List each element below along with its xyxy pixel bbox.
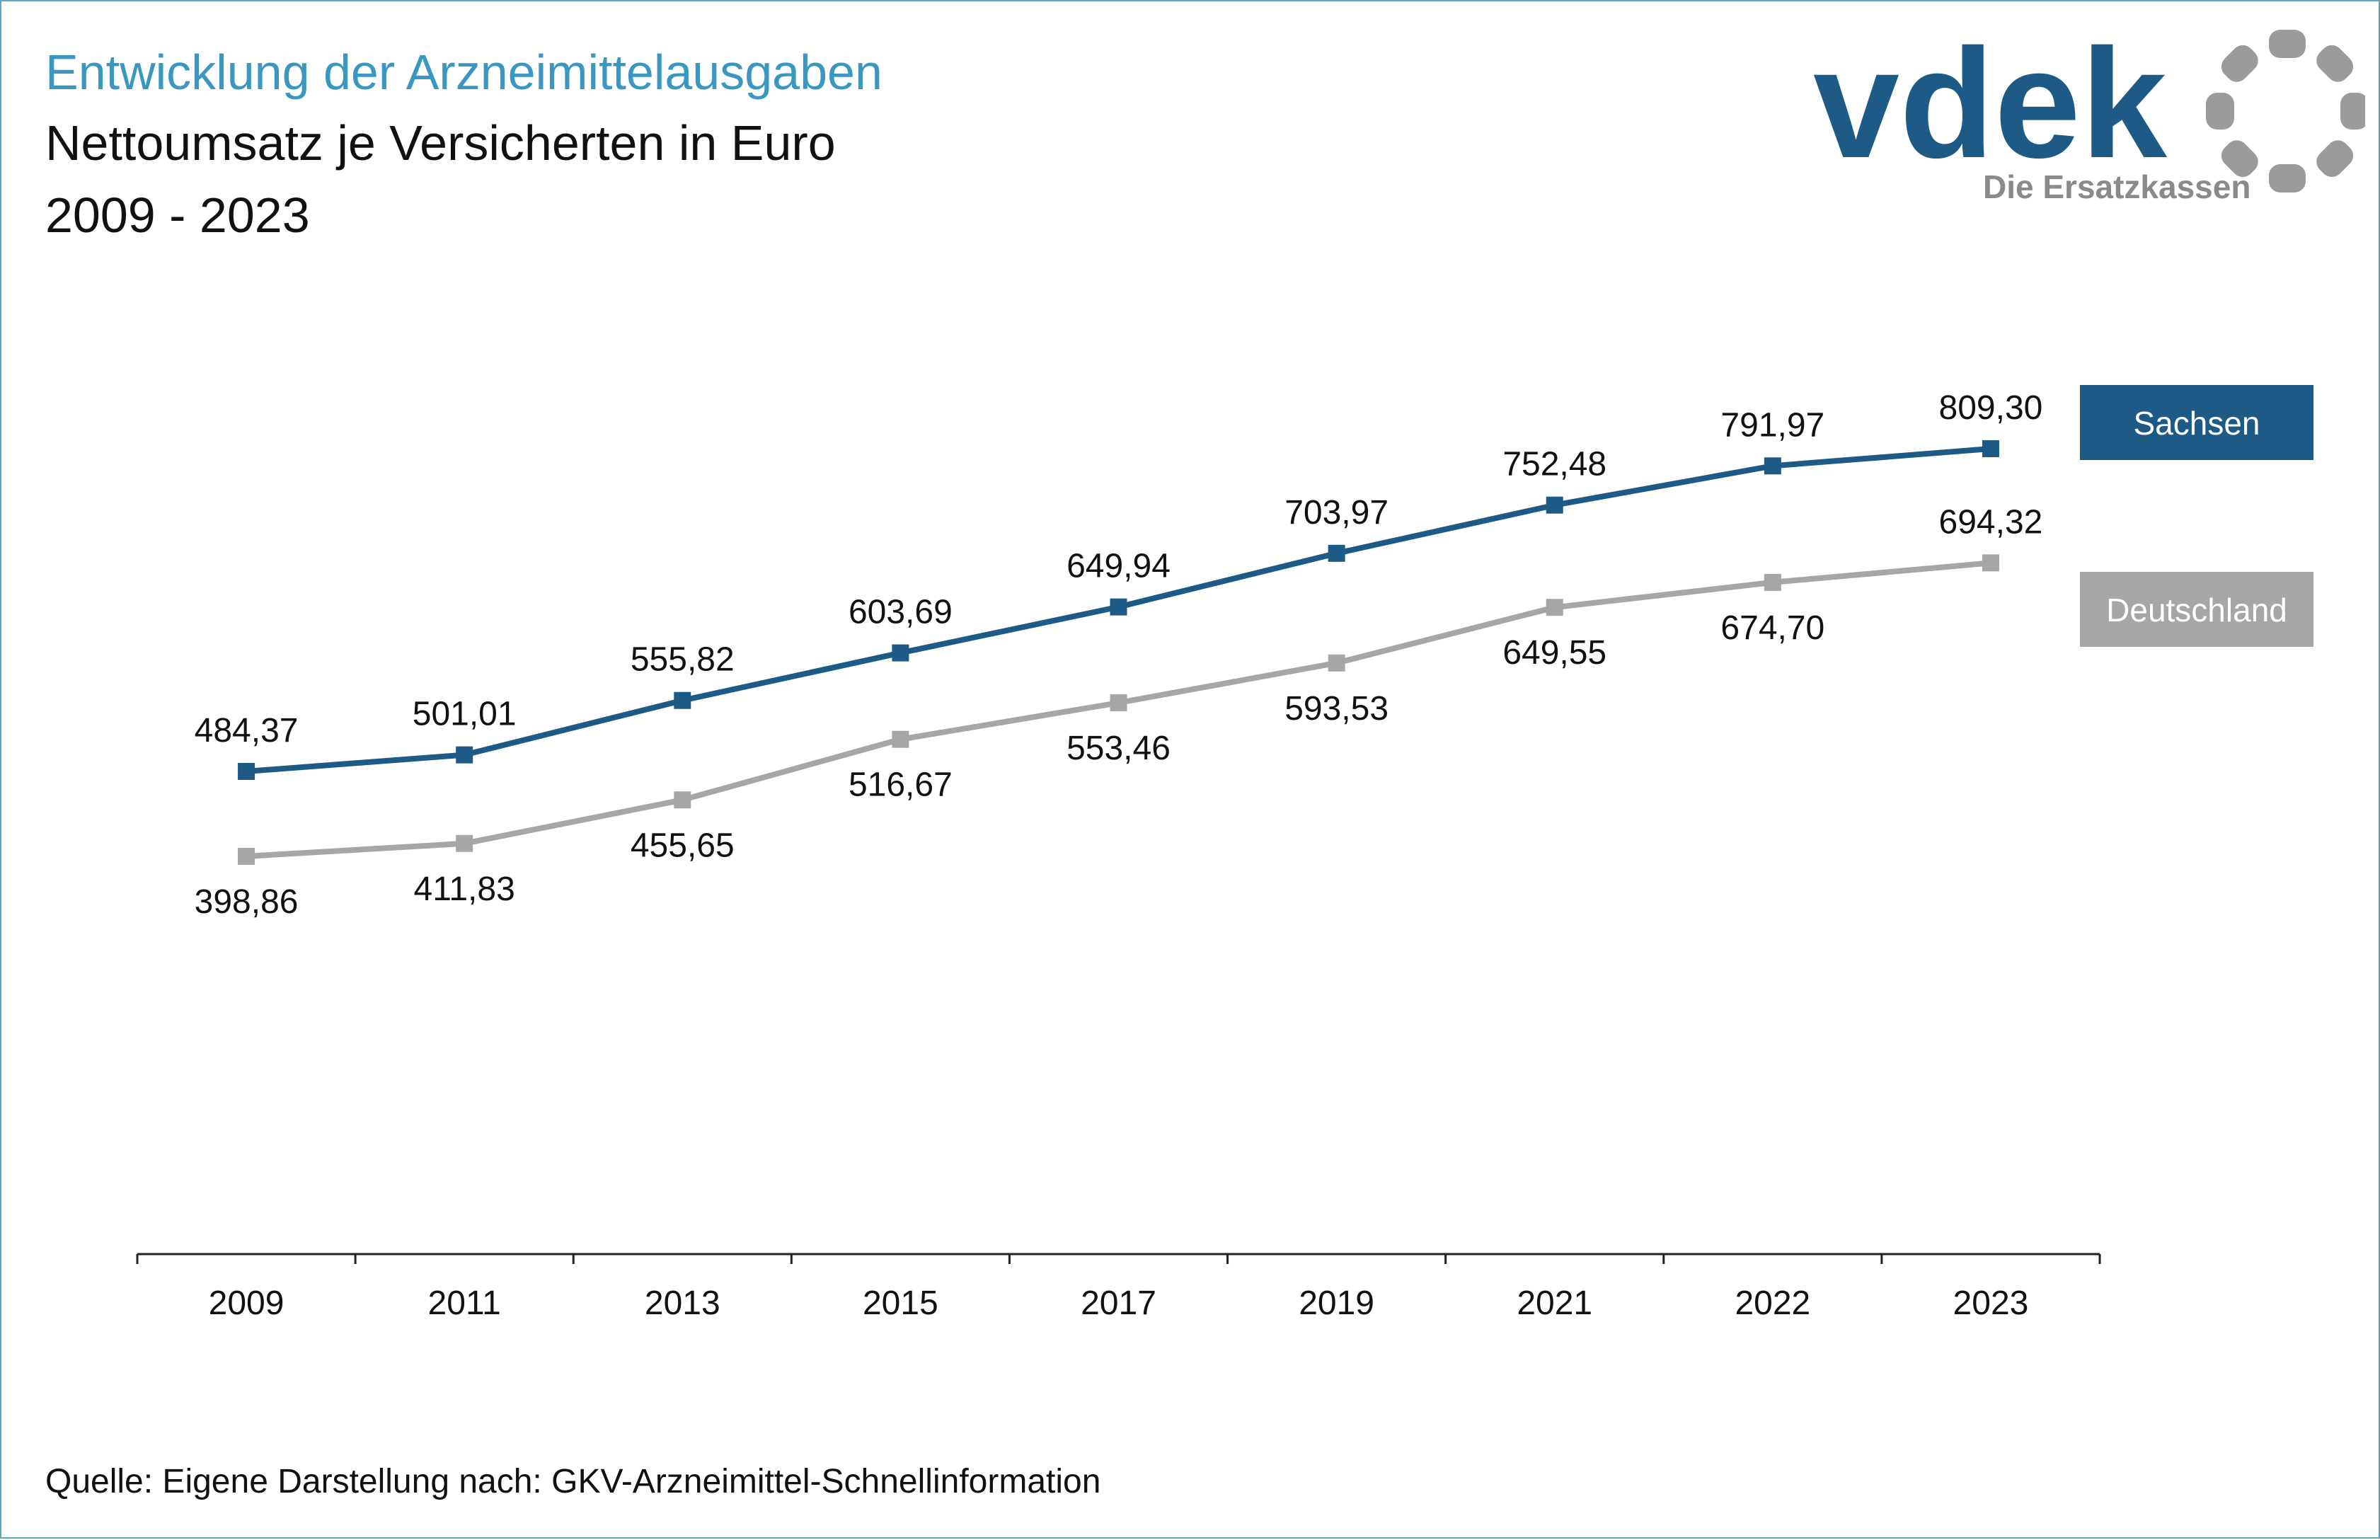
data-label: 649,55 — [1502, 634, 1606, 672]
data-point — [892, 644, 909, 662]
logo-tagline: Die Ersatzkassen — [1983, 168, 2250, 205]
logo-ring-segment — [2316, 45, 2354, 82]
logo-ring-segment — [2269, 30, 2306, 58]
x-tick-label: 2015 — [863, 1285, 938, 1322]
data-point — [674, 791, 691, 809]
data-point — [1546, 599, 1563, 616]
chart-period: 2009 - 2023 — [45, 188, 310, 243]
data-point — [1764, 457, 1781, 475]
data-point — [1328, 544, 1345, 562]
data-labels: 484,37 501,01 555,82 603,69 649,94 703,97 752,… — [195, 389, 2043, 921]
data-label: 501,01 — [413, 696, 517, 733]
data-label: 593,53 — [1284, 690, 1389, 728]
data-label: 516,67 — [849, 766, 953, 804]
data-label: 484,37 — [195, 712, 299, 749]
logo-wordmark: vdek — [1813, 23, 2168, 190]
source-note: Quelle: Eigene Darstellung nach: GKV-Arz… — [45, 1463, 1101, 1500]
data-point — [1764, 573, 1781, 591]
data-point — [1982, 554, 1999, 572]
data-label: 603,69 — [849, 594, 953, 631]
logo-ring-segment — [2221, 140, 2258, 178]
logo-ring-icon — [2206, 30, 2365, 192]
data-label: 674,70 — [1720, 609, 1824, 647]
legend-swatch — [2080, 572, 2313, 647]
data-point — [1982, 440, 1999, 457]
legend-item-deutschland: Deutschland — [2080, 572, 2313, 647]
legend-label: Deutschland — [2106, 592, 2287, 628]
data-label: 791,97 — [1720, 406, 1824, 444]
logo-ring-segment — [2316, 140, 2354, 178]
data-label: 555,82 — [631, 641, 735, 679]
logo-ring-segment — [2269, 164, 2306, 192]
data-label: 649,94 — [1067, 548, 1171, 585]
x-tick-label: 2021 — [1517, 1285, 1592, 1322]
data-label: 398,86 — [195, 883, 299, 921]
x-axis: 2009 2011 2013 2015 2017 2019 2021 2022 2023 — [136, 1253, 2101, 1322]
data-label: 553,46 — [1067, 730, 1171, 767]
data-label: 694,32 — [1939, 503, 2043, 541]
data-label: 411,83 — [414, 870, 515, 908]
chart-title: Entwicklung der Arzneimittelausgaben — [45, 45, 883, 100]
series-lines — [238, 440, 1999, 865]
chart-subtitle: Nettoumsatz je Versicherten in Euro — [45, 115, 836, 171]
data-point — [1328, 654, 1345, 672]
data-label: 455,65 — [631, 827, 735, 864]
x-tick-label: 2011 — [428, 1285, 501, 1322]
logo-ring-segment — [2340, 93, 2365, 130]
legend-label: Sachsen — [2133, 405, 2260, 442]
data-point — [892, 730, 909, 748]
legend: Sachsen Deutschland — [2080, 385, 2313, 647]
data-point — [238, 848, 255, 865]
data-label: 703,97 — [1284, 494, 1389, 531]
data-point — [456, 834, 473, 852]
x-tick-label: 2019 — [1299, 1285, 1374, 1322]
x-tick-label: 2013 — [645, 1285, 720, 1322]
legend-item-sachsen: Sachsen — [2080, 385, 2313, 460]
data-point — [1546, 496, 1563, 514]
vdek-logo: vdek Die Ersatzkassen — [1813, 23, 2365, 205]
logo-ring-segment — [2221, 45, 2258, 82]
data-point — [674, 691, 691, 709]
x-tick-label: 2017 — [1081, 1285, 1156, 1322]
data-label: 752,48 — [1502, 446, 1606, 483]
legend-swatch — [2080, 385, 2313, 460]
data-point — [1110, 598, 1127, 616]
data-point — [1110, 694, 1127, 712]
x-tick-label: 2009 — [209, 1285, 284, 1322]
data-point — [456, 746, 473, 764]
logo-ring-segment — [2206, 93, 2234, 130]
x-tick-label: 2023 — [1953, 1285, 2029, 1322]
data-label: 809,30 — [1939, 389, 2043, 427]
data-point — [238, 762, 255, 780]
x-tick-label: 2022 — [1735, 1285, 1810, 1322]
